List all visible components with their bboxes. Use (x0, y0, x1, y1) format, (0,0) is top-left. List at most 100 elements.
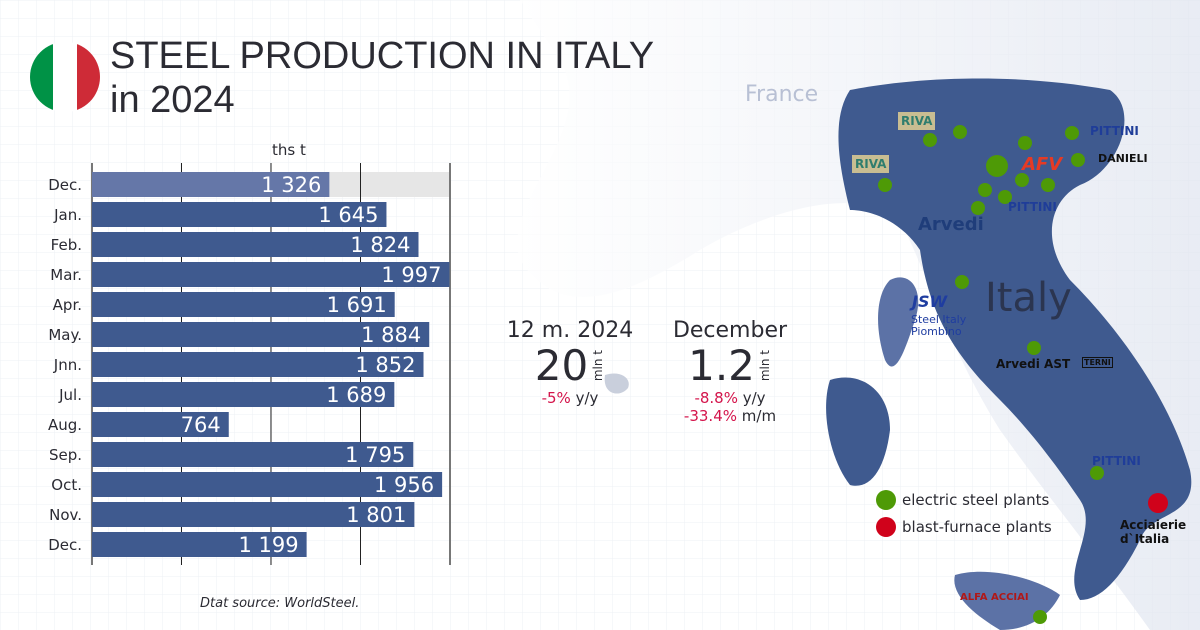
logo-riva: RIVA (898, 112, 936, 130)
bar (92, 472, 443, 497)
value-label: 1 884 (361, 323, 421, 347)
logo-pittini-3: PITTINI (1092, 454, 1141, 468)
electric-plant-marker (1015, 173, 1029, 187)
category-label: Apr. (53, 296, 82, 314)
annual-unit: mln t (591, 350, 606, 382)
december-stat: December 1.2 mln t -8.8% y/y -33.4% m/m (660, 318, 800, 425)
electric-plant-marker (998, 190, 1012, 204)
electric-dot-icon (876, 489, 896, 510)
december-label: December (672, 318, 788, 343)
page-title: STEEL PRODUCTION IN ITALY in 2024 (110, 34, 654, 122)
value-label: 1 795 (345, 443, 405, 467)
logo-terni: TERNI (1082, 357, 1113, 368)
legend-blast-label: blast-furnace plants (902, 517, 1052, 536)
electric-plant-marker (978, 183, 992, 197)
value-label: 1 199 (238, 533, 298, 557)
chart-unit-label: ths t (272, 141, 306, 159)
electric-plant-marker (1018, 136, 1032, 150)
logo-pittini-2: PITTINI (1008, 200, 1057, 214)
category-label: Mar. (50, 266, 82, 284)
december-mm-value: -33.4% (683, 407, 737, 425)
annual-yy-label: y/y (575, 389, 599, 407)
annual-stat: 12 m. 2024 20 mln t -5% y/y (505, 318, 635, 407)
annual-label: 12 m. 2024 (506, 318, 634, 343)
electric-plant-marker (1071, 153, 1085, 167)
december-unit: mln t (757, 350, 772, 382)
bar (92, 172, 330, 197)
sardinia (878, 277, 919, 367)
legend-blast: blast-furnace plants (876, 513, 1052, 540)
title-line-2: in 2024 (110, 79, 235, 121)
electric-plant-marker (1065, 126, 1079, 140)
value-label: 1 956 (374, 473, 434, 497)
bar (92, 502, 415, 527)
electric-plant-marker (923, 133, 937, 147)
bar (92, 412, 229, 437)
category-label: Jan. (53, 206, 82, 224)
category-label: May. (48, 326, 82, 344)
italy-flag-icon (30, 42, 100, 112)
bar (92, 232, 419, 257)
electric-plant-marker (955, 275, 969, 289)
value-label: 1 689 (326, 383, 386, 407)
annual-yy-value: -5% (541, 389, 571, 407)
title-line-1: STEEL PRODUCTION IN ITALY (110, 35, 655, 77)
electric-plant-marker (1033, 610, 1047, 624)
electric-plant-marker (971, 201, 985, 215)
legend-electric: electric steel plants (876, 486, 1052, 513)
logo-afv: AFV (1022, 154, 1063, 175)
value-label: 1 691 (327, 293, 387, 317)
value-label: 764 (181, 413, 221, 437)
blast-furnace-plant-marker (1148, 493, 1168, 513)
bar (92, 292, 395, 317)
category-label: Feb. (51, 236, 82, 254)
december-yy-label: y/y (742, 389, 766, 407)
value-label: 1 645 (318, 203, 378, 227)
bar (92, 352, 424, 377)
december-yy-value: -8.8% (694, 389, 738, 407)
electric-plant-marker (1027, 341, 1041, 355)
bar (92, 262, 450, 287)
electric-plant-marker (1041, 178, 1055, 192)
logo-riva-2: RIVA (852, 155, 890, 173)
logo-jsw: JSW (912, 292, 948, 311)
logo-pittini: PITTINI (1090, 124, 1139, 138)
value-label: 1 824 (350, 233, 410, 257)
logo-arvedi-ast: Arvedi AST (996, 357, 1071, 371)
logo-acciaierie-italia: Acciaierie d`Italia (1120, 518, 1187, 546)
logo-danieli: DANIELI (1098, 152, 1148, 165)
category-label: Jul. (58, 386, 82, 404)
bar (92, 532, 307, 557)
category-label: Aug. (48, 416, 82, 434)
logo-alfa-acciai: ALFA ACCIAI (960, 592, 1029, 603)
logo-piombino: Steel Italy Piombino (911, 313, 967, 338)
december-mm-label: m/m (741, 407, 777, 425)
bar (92, 442, 414, 467)
category-label: Nov. (49, 506, 82, 524)
electric-plant-marker (878, 178, 892, 192)
annual-value: 20 (534, 341, 589, 390)
bar (92, 202, 387, 227)
france-label: France (745, 82, 819, 107)
category-label: Oct. (51, 476, 82, 494)
value-label: 1 801 (346, 503, 406, 527)
logo-arvedi: Arvedi (918, 214, 984, 235)
electric-plant-marker (953, 125, 967, 139)
electric-plant-marker (986, 155, 1008, 177)
bar (92, 322, 430, 347)
legend: electric steel plants blast-furnace plan… (876, 486, 1052, 540)
value-label: 1 997 (381, 263, 441, 287)
electric-plant-marker (1090, 466, 1104, 480)
december-value: 1.2 (688, 341, 755, 390)
category-label: Jnn. (53, 356, 82, 374)
data-source: Dtat source: WorldSteel. (200, 596, 360, 611)
island (604, 373, 629, 394)
bar (92, 382, 395, 407)
category-label: Sep. (49, 446, 82, 464)
blast-dot-icon (876, 516, 896, 537)
category-label: Dec. (48, 176, 82, 194)
italy-label: Italy (985, 275, 1072, 321)
category-label: Dec. (48, 536, 82, 554)
value-label: 1 852 (355, 353, 415, 377)
